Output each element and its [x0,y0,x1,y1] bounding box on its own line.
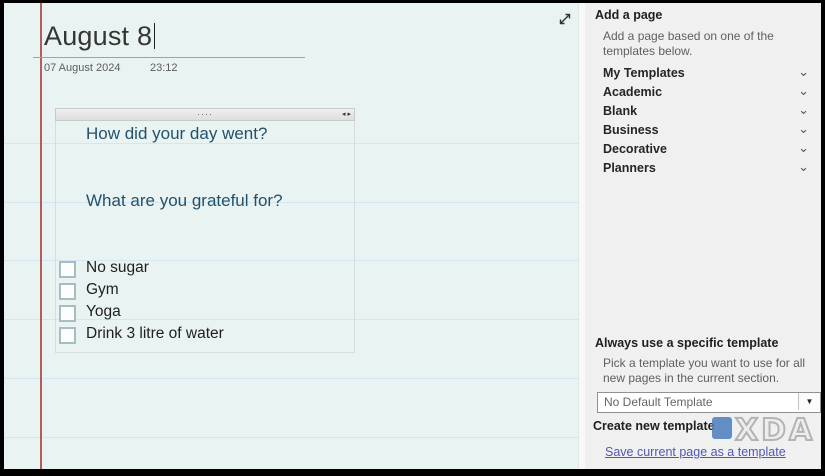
page-title-text: August 8 [44,21,153,51]
text-cursor [154,23,156,49]
template-group-label: Planners [603,161,656,175]
page-scrollbar[interactable] [578,3,586,469]
xda-logo-icon [712,417,732,439]
add-a-page-description: Add a page based on one of the templates… [603,29,774,58]
create-new-template-heading: Create new template [593,419,715,433]
always-use-template-heading: Always use a specific template [595,336,779,350]
resize-horizontal-icon[interactable]: ◂ ▸ [342,111,351,118]
note-container-move-handle[interactable]: ···· ◂ ▸ [55,108,355,121]
todo-row: Yoga [59,303,349,323]
rule-line [4,143,578,144]
template-group-business[interactable]: Business ⌄ [603,121,813,139]
template-group-my-templates[interactable]: My Templates ⌄ [603,64,813,82]
template-group-blank[interactable]: Blank ⌄ [603,102,813,120]
template-group-label: Business [603,123,659,137]
templates-task-pane: Add a page Add a page based on one of th… [585,3,821,469]
todo-row: Gym [59,281,349,301]
page-title-input[interactable]: August 8 [44,21,156,52]
rule-line [4,260,578,261]
rule-line [4,437,578,438]
template-group-planners[interactable]: Planners ⌄ [603,159,813,177]
template-group-label: Decorative [603,142,667,156]
todo-row: No sugar [59,259,349,279]
todo-row: Drink 3 litre of water [59,325,349,345]
todo-checkbox[interactable] [59,283,76,300]
todo-label[interactable]: Yoga [86,303,121,320]
save-page-as-template-link[interactable]: Save current page as a template [605,445,786,459]
note-page: August 8 07 August 2024 23:12 ···· ◂ ▸ H… [4,3,578,469]
chevron-down-icon[interactable]: ⌄ [798,159,809,174]
template-group-decorative[interactable]: Decorative ⌄ [603,140,813,158]
template-group-academic[interactable]: Academic ⌄ [603,83,813,101]
todo-checkbox[interactable] [59,327,76,344]
xda-watermark: XDA [734,412,816,449]
default-template-dropdown[interactable]: No Default Template ▼ [597,392,821,413]
todo-checkbox[interactable] [59,305,76,322]
journal-question[interactable]: What are you grateful for? [86,191,283,210]
title-underline [33,57,305,58]
journal-question[interactable]: How did your day went? [86,124,268,143]
todo-checkbox[interactable] [59,261,76,278]
chevron-down-icon[interactable]: ⌄ [798,83,809,98]
template-group-label: My Templates [603,66,685,80]
chevron-down-icon[interactable]: ⌄ [798,102,809,117]
page-date[interactable]: 07 August 2024 [44,62,121,74]
margin-line [40,3,42,469]
chevron-down-icon[interactable]: ⌄ [798,121,809,136]
resize-diagonal-icon[interactable] [556,10,574,28]
rule-line [4,378,578,379]
grip-dots-icon: ···· [197,109,213,119]
template-group-label: Academic [603,85,663,99]
chevron-down-icon[interactable]: ⌄ [798,140,809,155]
todo-label[interactable]: No sugar [86,259,149,276]
todo-label[interactable]: Drink 3 litre of water [86,325,224,342]
page-time[interactable]: 23:12 [150,62,178,74]
rule-line [4,202,578,203]
add-a-page-heading: Add a page [595,8,663,22]
template-group-label: Blank [603,104,638,118]
onenote-window: August 8 07 August 2024 23:12 ···· ◂ ▸ H… [4,3,821,469]
dropdown-selected-value: No Default Template [604,395,713,409]
page-date-row: 07 August 2024 23:12 [44,62,178,74]
rule-line [4,319,578,320]
note-container: ···· ◂ ▸ How did your day went? What are… [55,108,355,353]
chevron-down-icon[interactable]: ⌄ [798,64,809,79]
always-use-template-description: Pick a template you want to use for all … [603,356,806,385]
todo-label[interactable]: Gym [86,281,119,298]
dropdown-arrow-icon[interactable]: ▼ [798,393,820,410]
